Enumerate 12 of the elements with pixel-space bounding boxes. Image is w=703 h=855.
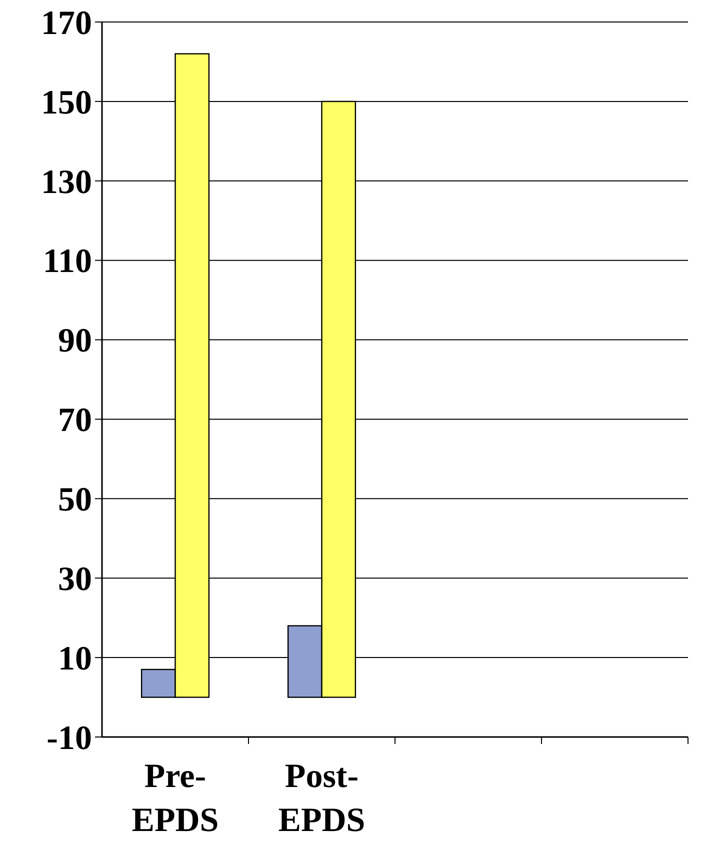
y-tick-label: -10 — [46, 720, 92, 757]
y-tick-label: 50 — [58, 482, 92, 519]
y-tick-label: 30 — [58, 561, 92, 598]
y-tick-label: 10 — [58, 640, 92, 678]
y-tick-label: 130 — [41, 164, 92, 201]
x-tick-label: Pre-EPDS — [132, 758, 219, 839]
x-tick-label: Post-EPDS — [278, 758, 366, 839]
y-tick-label: 170 — [41, 4, 92, 42]
y-tick-label: 90 — [58, 322, 92, 360]
y-tick-label: 150 — [41, 84, 92, 122]
y-tick-label: 110 — [42, 243, 92, 280]
y-tick-label: 70 — [58, 402, 92, 440]
